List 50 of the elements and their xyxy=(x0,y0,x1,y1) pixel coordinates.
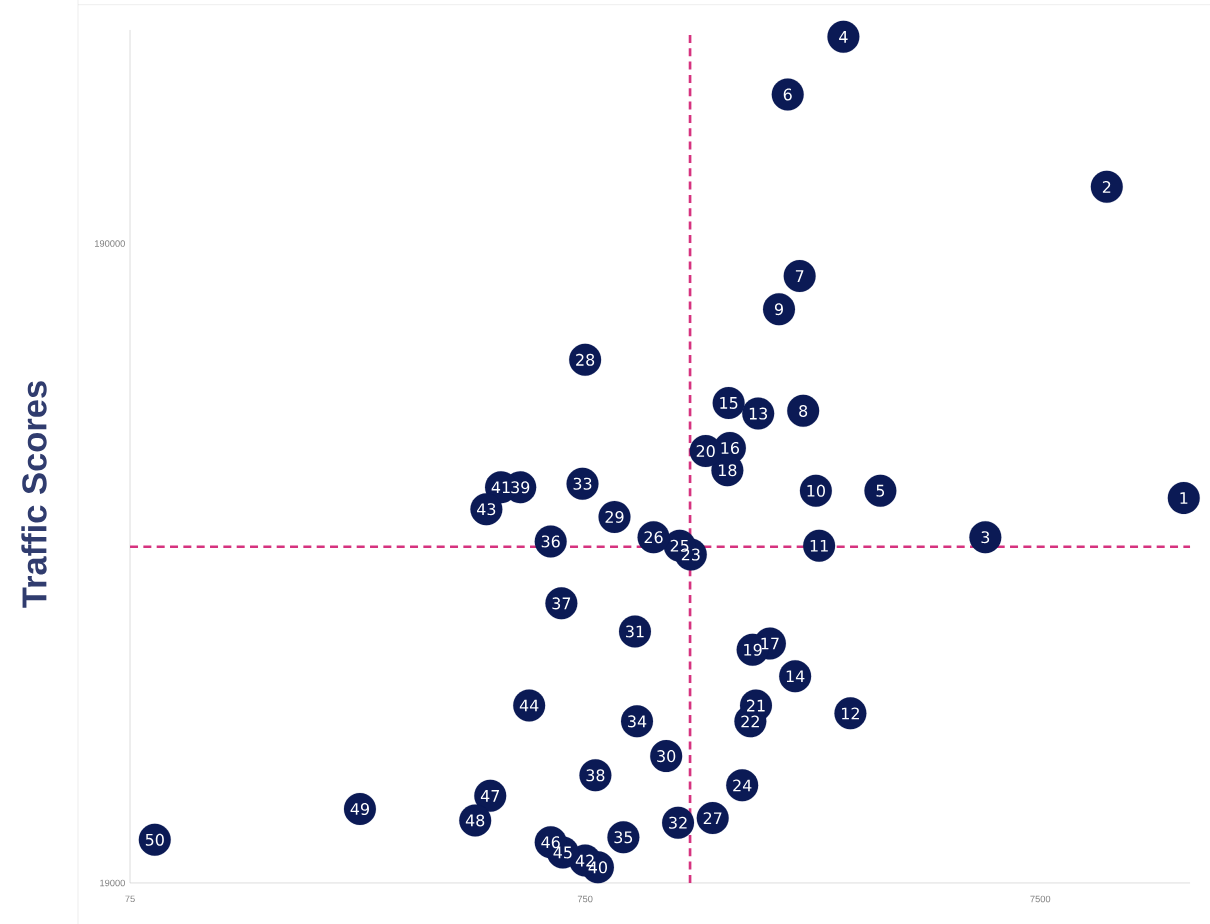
annotation: 43 xyxy=(477,503,496,516)
annotation: 21 xyxy=(747,699,765,712)
x-tick-label: 750 xyxy=(577,895,593,903)
annotation: 12 xyxy=(842,707,859,720)
annotation: 5 xyxy=(876,484,885,497)
x-tick-label: 75 xyxy=(125,895,135,903)
y-axis-title: Traffic Scores xyxy=(21,381,47,608)
annotation: 13 xyxy=(749,407,768,420)
annotation: 16 xyxy=(721,441,740,455)
annotation: 14 xyxy=(786,670,805,683)
annotation: 15 xyxy=(720,397,738,409)
annotation: 11 xyxy=(810,539,828,552)
annotation: 29 xyxy=(605,510,624,523)
x-tick-label: 7500 xyxy=(1030,895,1051,903)
annotation: 20 xyxy=(696,445,715,458)
annotation: 37 xyxy=(552,597,571,610)
annotation: 22 xyxy=(741,715,759,728)
annotation: 48 xyxy=(465,814,485,827)
annotation: 3 xyxy=(981,531,990,544)
y-tick-label: 190000 xyxy=(95,240,125,247)
annotation: 44 xyxy=(519,699,539,712)
annotation: 8 xyxy=(799,404,808,417)
annotation: 50 xyxy=(145,833,164,846)
annotation: 1 xyxy=(1180,492,1188,504)
annotation: 19 xyxy=(744,643,762,656)
annotation: 49 xyxy=(350,802,369,816)
annotation: 2 xyxy=(1102,180,1111,193)
annotation: 30 xyxy=(657,750,676,763)
annotation: 6 xyxy=(783,88,792,101)
annotation: 28 xyxy=(576,353,595,366)
annotation: 35 xyxy=(614,831,633,844)
annotation: 18 xyxy=(718,464,737,477)
annotation: 26 xyxy=(644,531,663,544)
annotation: 4 xyxy=(839,31,848,43)
annotation: 41 xyxy=(491,481,510,494)
annotation: 17 xyxy=(761,637,779,650)
annotation: 38 xyxy=(586,769,605,782)
annotation: 27 xyxy=(703,812,722,825)
annotation: 39 xyxy=(511,481,530,494)
y-tick-label: 19000 xyxy=(100,879,125,887)
annotation: 24 xyxy=(733,779,752,792)
annotation: 33 xyxy=(573,477,592,490)
annotation: 7 xyxy=(795,270,804,282)
annotation: 10 xyxy=(807,484,825,497)
annotation: 34 xyxy=(628,715,647,728)
annotation: 9 xyxy=(774,303,783,316)
annotation: 36 xyxy=(541,535,560,548)
annotation: 31 xyxy=(626,625,644,638)
annotation: 47 xyxy=(480,790,500,802)
annotation: 32 xyxy=(669,816,687,829)
